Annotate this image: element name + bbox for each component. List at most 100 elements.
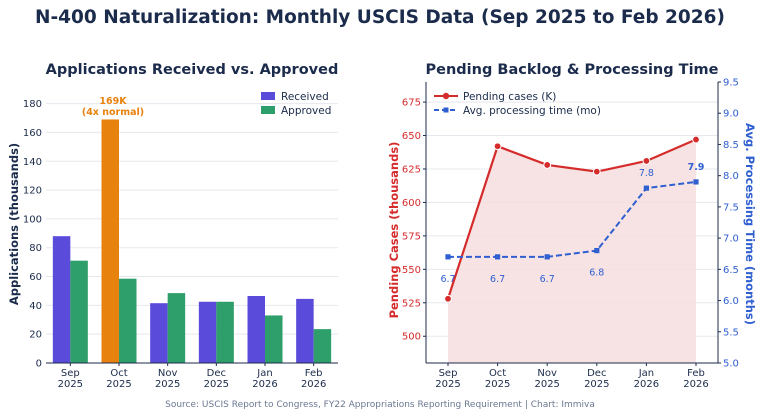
bar-approved-dec [216, 301, 234, 363]
bar-x-tick-month: Nov [158, 368, 178, 379]
bar-chart-title: Applications Received vs. Approved [46, 62, 339, 78]
processing-marker [544, 254, 550, 260]
source-note: Source: USCIS Report to Congress, FY22 A… [165, 400, 595, 410]
bar-x-tick-month: Dec [207, 368, 226, 379]
line-right-tick-label: 7.0 [723, 234, 739, 245]
line-x-tick-year: 2025 [534, 379, 559, 390]
annotation-note: (4x normal) [82, 107, 144, 118]
bar-y-tick-label: 80 [29, 243, 42, 254]
line-x-tick-month: Dec [587, 368, 606, 379]
line-left-tick-label: 575 [402, 231, 421, 242]
processing-data-label: 7.8 [639, 168, 654, 179]
line-chart-title: Pending Backlog & Processing Time [426, 62, 719, 78]
bar-x-tick-year: 2025 [155, 379, 180, 390]
line-left-axis-label: Pending Cases (thousands) [387, 142, 401, 319]
pending-area-fill [448, 139, 696, 363]
line-left-tick-label: 650 [402, 131, 421, 142]
line-right-tick-label: 7.5 [723, 202, 739, 213]
legend-label-approved: Approved [281, 105, 331, 117]
line-left-tick-label: 550 [402, 265, 421, 276]
processing-marker [643, 185, 649, 191]
legend-swatch-approved [261, 106, 275, 114]
bar-y-tick-label: 40 [29, 301, 42, 312]
line-right-tick-label: 5.5 [723, 327, 739, 338]
line-x-tick-month: Feb [687, 368, 705, 379]
bar-y-tick-label: 60 [29, 272, 42, 283]
processing-marker [495, 254, 501, 260]
bar-y-tick-label: 180 [23, 99, 42, 110]
bar-y-tick-label: 20 [29, 330, 42, 341]
bar-y-tick-label: 100 [23, 214, 42, 225]
bar-approved-oct [119, 278, 137, 363]
line-right-tick-label: 5.0 [723, 359, 739, 370]
processing-marker [594, 248, 600, 254]
annotation-value: 169K [99, 96, 127, 107]
bar-x-tick-year: 2026 [301, 379, 326, 390]
bar-x-tick-year: 2025 [204, 379, 229, 390]
legend-label-received: Received [281, 91, 329, 103]
page-title: N-400 Naturalization: Monthly USCIS Data… [35, 7, 725, 28]
pending-line [446, 138, 697, 300]
processing-data-label: 6.7 [490, 274, 505, 285]
bar-received-jan [247, 295, 265, 363]
bar-x-tick-month: Oct [110, 368, 127, 379]
pending-marker [444, 294, 452, 303]
line-legend: Pending cases (K) Avg. processing time (… [434, 91, 601, 117]
line-series: 6.7 6.7 6.7 6.8 7.8 7.9 [440, 135, 705, 303]
bar-chart-panel: Applications Received vs. Approved 0 20 40… [7, 62, 338, 390]
line-left-tick-label: 525 [402, 298, 421, 309]
bar-x-tick-year: 2025 [58, 379, 83, 390]
line-x-ticks: Sep2025Oct2025Nov2025Dec2025Jan2026Feb20… [435, 363, 709, 390]
bar-approved-jan [265, 315, 283, 363]
pending-marker [692, 135, 700, 144]
bar-y-ticks: 0 20 40 60 80 100 120 140 160 180 [23, 99, 42, 369]
processing-line [448, 180, 697, 258]
bar-x-tick-month: Jan [256, 368, 272, 379]
line-right-tick-label: 6.0 [723, 296, 739, 307]
line-right-tick-label: 6.5 [723, 265, 739, 276]
bar-approved-sep [70, 260, 88, 363]
line-chart-panel: Pending Backlog & Processing Time 6.7 6.7… [387, 62, 757, 390]
processing-marker [693, 179, 699, 185]
line-right-axis-label: Avg. Processing Time (months) [743, 123, 757, 325]
legend-marker-processing [443, 107, 449, 113]
legend-label-pending: Pending cases (K) [463, 91, 556, 103]
bar-x-ticks: Sep2025Oct2025Nov2025Dec2025Jan2026Feb20… [58, 363, 326, 390]
line-x-tick-year: 2026 [683, 379, 708, 390]
bar-received-feb [296, 298, 314, 363]
bar-y-tick-label: 120 [23, 186, 42, 197]
bar-received-nov [150, 303, 168, 363]
line-left-tick-label: 500 [402, 332, 421, 343]
bar-x-tick-month: Sep [61, 368, 80, 379]
bar-received-sep [52, 236, 71, 363]
line-x-tick-month: Sep [439, 368, 458, 379]
line-right-tick-label: 8.0 [723, 171, 739, 182]
bar-y-tick-label: 0 [36, 359, 42, 370]
line-x-tick-year: 2025 [485, 379, 510, 390]
bar-y-tick-label: 140 [23, 157, 42, 168]
peak-annotation: 169K (4x normal) [82, 96, 144, 118]
bar-x-tick-year: 2026 [252, 379, 277, 390]
line-right-tick-label: 9.0 [723, 109, 739, 120]
bar-y-tick-label: 160 [23, 128, 42, 139]
processing-data-label: 7.9 [688, 162, 705, 173]
line-left-tick-label: 600 [402, 198, 421, 209]
line-x-tick-month: Nov [537, 368, 557, 379]
legend-label-processing: Avg. processing time (mo) [463, 105, 601, 117]
line-right-y-ticks: 5.0 5.5 6.0 6.5 7.0 7.5 8.0 8.5 9.0 9.5 [718, 78, 739, 370]
pending-marker [642, 157, 651, 165]
line-x-tick-year: 2025 [584, 379, 609, 390]
line-right-tick-label: 9.5 [723, 78, 739, 89]
bar-y-axis-label: Applications (thousands) [7, 143, 21, 305]
bar-chart-grid [46, 103, 338, 364]
line-left-y-ticks: 500 525 550 575 600 625 650 675 [402, 98, 426, 343]
processing-marker [445, 254, 451, 260]
line-left-tick-label: 625 [402, 164, 421, 175]
bar-received-oct [101, 119, 119, 363]
bar-x-tick-year: 2025 [106, 379, 131, 390]
line-left-tick-label: 675 [402, 98, 421, 109]
pending-marker [543, 161, 552, 169]
line-x-tick-year: 2026 [634, 379, 659, 390]
bar-x-tick-month: Feb [305, 368, 323, 379]
pending-marker [493, 142, 502, 151]
